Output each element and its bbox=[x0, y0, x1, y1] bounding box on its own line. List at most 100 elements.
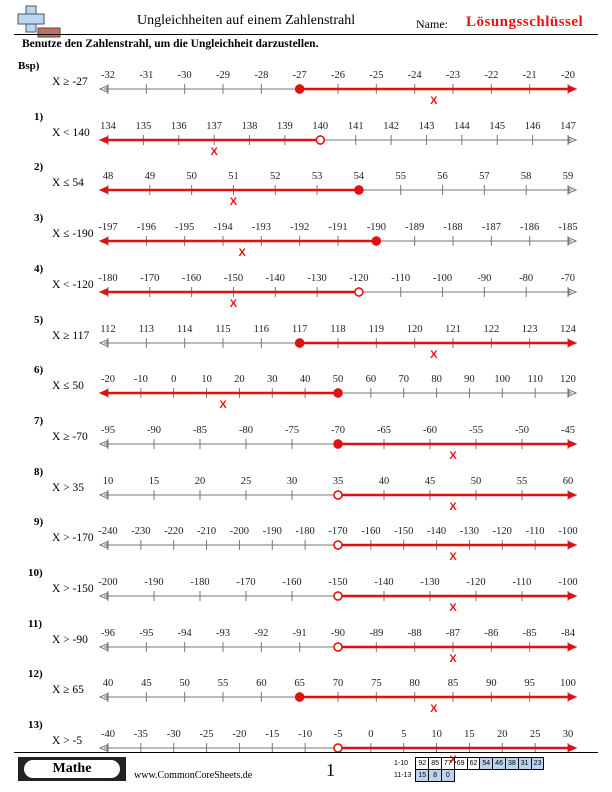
score-cell: 62 bbox=[466, 757, 481, 770]
tick-label: 119 bbox=[369, 324, 384, 335]
tick-label: -190 bbox=[144, 577, 163, 588]
left-arrow-icon bbox=[98, 85, 108, 93]
problem-number: 10) bbox=[28, 567, 43, 579]
tick-label: -160 bbox=[182, 273, 201, 284]
answer-key-label: Lösungsschlüssel bbox=[466, 14, 584, 30]
tick-label: -130 bbox=[460, 526, 479, 537]
tick-label: -95 bbox=[139, 628, 153, 639]
tick-label: 5 bbox=[401, 729, 406, 740]
tick-label: 121 bbox=[445, 324, 461, 335]
score-row: 1-10 92 85 77 69 62 54 46 38 31 23 bbox=[392, 757, 545, 770]
inequality: X > -90 bbox=[52, 633, 88, 646]
tick-label: 20 bbox=[195, 476, 206, 487]
tick-label: -22 bbox=[484, 70, 498, 81]
number-line: 40 45 50 55 60 65 70 75 80 85 90 95 100 X bbox=[98, 678, 578, 715]
solution-arrow-icon bbox=[568, 85, 577, 93]
tick-label: -31 bbox=[139, 70, 153, 81]
x-marker: X bbox=[449, 602, 457, 614]
tick-label: 80 bbox=[431, 374, 442, 385]
number-line: -20 -10 0 10 20 30 40 50 60 70 80 90 100 110 120 X bbox=[98, 374, 578, 411]
closed-point-icon bbox=[354, 185, 364, 196]
inequality: X < -120 bbox=[52, 278, 94, 291]
closed-point-icon bbox=[294, 337, 305, 348]
tick-label: 25 bbox=[530, 729, 541, 740]
number-line: -200 -190 -180 -170 -160 -150 -140 -130 -120 -110… bbox=[98, 577, 577, 614]
tick-label: -192 bbox=[290, 222, 309, 233]
score-cell: 38 bbox=[504, 757, 519, 770]
tick-label: 51 bbox=[228, 171, 239, 182]
number-line: -180 -170 -160 -150 -140 -130 -120 -110 -100 -90 -… bbox=[98, 273, 578, 310]
solution-arrow-icon bbox=[568, 490, 577, 499]
tick-label: 120 bbox=[407, 324, 423, 335]
problem-6: 6) X ≤ 50 -20 -10 0 10 20 30 40 50 60 70 80 90 100 110 1… bbox=[0, 364, 612, 414]
tick-label: -15 bbox=[265, 729, 279, 740]
tick-label: -89 bbox=[369, 628, 383, 639]
tick-label: -220 bbox=[164, 526, 183, 537]
tick-label: -84 bbox=[561, 628, 576, 639]
tick-label: 48 bbox=[103, 171, 114, 182]
tick-label: 122 bbox=[483, 324, 499, 335]
tick-label: 70 bbox=[398, 374, 409, 385]
tick-label: -140 bbox=[427, 526, 446, 537]
tick-label: -93 bbox=[216, 628, 230, 639]
left-arrow-icon bbox=[98, 490, 108, 499]
open-point-icon bbox=[315, 134, 326, 145]
tick-label: -189 bbox=[405, 222, 424, 233]
x-marker: X bbox=[430, 349, 438, 361]
solution-arrow-icon bbox=[99, 287, 108, 296]
tick-label: -5 bbox=[334, 729, 343, 740]
tick-label: 30 bbox=[563, 729, 574, 740]
score-row: 11-13 15 8 0 bbox=[392, 769, 544, 782]
tick-label: -140 bbox=[374, 577, 393, 588]
x-marker: X bbox=[230, 298, 238, 310]
left-arrow-icon bbox=[98, 440, 108, 448]
tick-label: -90 bbox=[147, 425, 161, 436]
problem-number: 8) bbox=[34, 465, 44, 478]
tick-label: -23 bbox=[446, 70, 460, 81]
inequality: X ≥ -27 bbox=[52, 76, 88, 88]
tick-label: 40 bbox=[379, 476, 390, 487]
inequality: X < 140 bbox=[52, 126, 90, 139]
tick-label: -110 bbox=[513, 577, 532, 588]
problem-number: 6) bbox=[34, 364, 44, 377]
tick-label: -150 bbox=[224, 273, 243, 284]
inequality: X > -150 bbox=[52, 583, 94, 595]
x-marker: X bbox=[210, 146, 218, 158]
tick-label: -130 bbox=[307, 273, 326, 284]
instructions: Benutze den Zahlenstrahl, um die Ungleic… bbox=[22, 38, 319, 50]
tick-label: -20 bbox=[232, 729, 246, 740]
tick-label: -92 bbox=[254, 628, 268, 639]
solution-arrow-icon bbox=[568, 693, 577, 702]
left-arrow-icon bbox=[98, 744, 108, 752]
tick-label: 114 bbox=[177, 324, 193, 335]
tick-label: -30 bbox=[178, 70, 192, 81]
problem-7: 7) X ≥ -70 -95 -90 -85 -80 -75 -70 -65 -60 -55 -50-… bbox=[0, 415, 612, 465]
left-arrow-icon bbox=[98, 592, 108, 600]
tick-label: 30 bbox=[287, 476, 298, 487]
tick-label: -95 bbox=[101, 425, 115, 436]
tick-label: 112 bbox=[100, 324, 115, 335]
tick-label: 135 bbox=[136, 121, 152, 132]
tick-label: -130 bbox=[420, 577, 439, 588]
tick-label: -100 bbox=[558, 577, 577, 588]
problem-number: 5) bbox=[34, 313, 44, 326]
tick-label: 50 bbox=[471, 476, 482, 487]
tick-label: -100 bbox=[433, 273, 452, 284]
x-marker: X bbox=[430, 95, 438, 107]
tick-label: 118 bbox=[330, 324, 345, 335]
inequality: X ≤ 54 bbox=[52, 177, 84, 190]
tick-label: 137 bbox=[206, 121, 222, 132]
tick-label: -191 bbox=[328, 222, 347, 233]
inequality: X ≤ 50 bbox=[52, 380, 84, 393]
problem-number: Bsp) bbox=[18, 60, 40, 72]
footer-divider bbox=[14, 752, 598, 753]
tick-label: -21 bbox=[523, 70, 537, 81]
tick-label: 60 bbox=[366, 374, 377, 385]
x-marker: X bbox=[449, 450, 457, 462]
tick-label: 30 bbox=[267, 374, 278, 385]
solution-arrow-icon bbox=[99, 186, 108, 195]
problem-8: 8) X > 35 10 15 20 25 30 35 40 45 50 55 60 X bbox=[0, 466, 612, 516]
tick-label: -91 bbox=[293, 628, 307, 639]
tick-label: 55 bbox=[218, 678, 229, 689]
number-line: -40 -35 -30 -25 -20 -15 -10 -5 0 5 10 15 20 25 30X bbox=[98, 729, 578, 766]
